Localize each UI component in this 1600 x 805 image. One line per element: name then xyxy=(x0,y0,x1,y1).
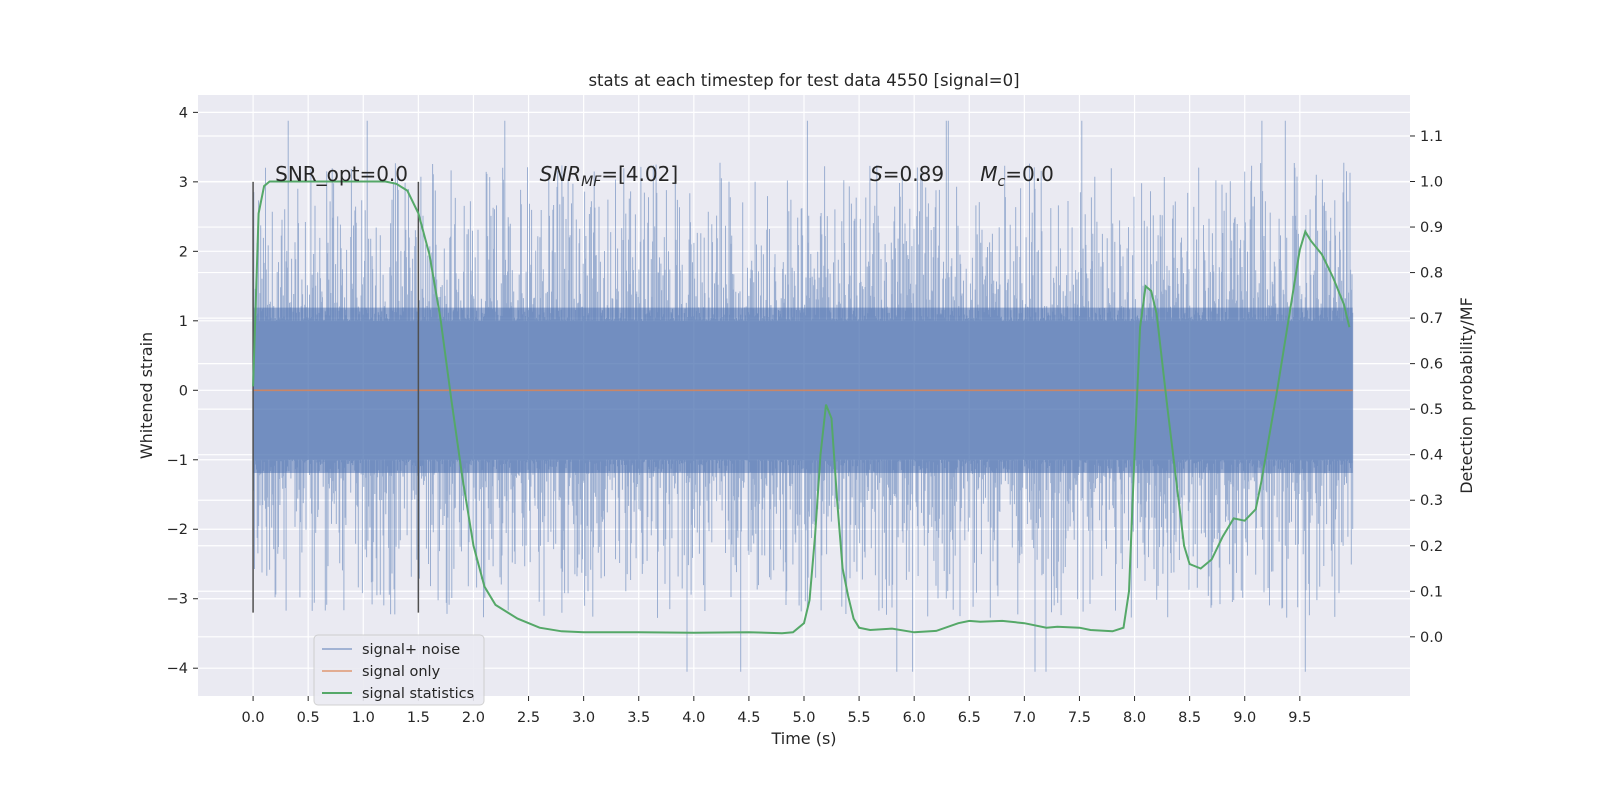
x-tick-label: 3.5 xyxy=(627,710,650,726)
annotations-layer: SNR_opt=0.0 SNRMF=[4.02] S=0.89 Mc=0.0 xyxy=(275,162,1054,190)
chart-title: stats at each timestep for test data 455… xyxy=(588,71,1019,90)
y2-tick-label: 0.6 xyxy=(1420,357,1443,373)
legend-label: signal statistics xyxy=(362,686,474,702)
legend-label: signal+ noise xyxy=(362,642,460,658)
x-tick-label: 0.0 xyxy=(242,710,265,726)
y2-tick-label: 0.8 xyxy=(1420,266,1443,282)
y-tick-label: −2 xyxy=(167,522,188,538)
annotation-value: =0.89 xyxy=(883,162,944,186)
legend-box xyxy=(313,634,485,706)
x-tick-label: 0.5 xyxy=(297,710,320,726)
y-tick-label: −4 xyxy=(167,661,188,677)
x-tick-label: 9.0 xyxy=(1233,710,1256,726)
y-tick-label: 3 xyxy=(179,175,188,191)
x-tick-label: 3.0 xyxy=(572,710,595,726)
x-tick-label: 9.5 xyxy=(1288,710,1311,726)
legend-label: signal only xyxy=(362,664,441,680)
y-tick-label: −3 xyxy=(167,592,188,608)
x-axis-label: Time (s) xyxy=(770,729,836,748)
x-tick-label: 1.0 xyxy=(352,710,375,726)
x-tick-label: 2.0 xyxy=(462,710,485,726)
legend: signal+ noise signal only signal statistic… xyxy=(313,634,485,706)
annotation-subscript: c xyxy=(998,174,1006,190)
x-tick-label: 5.0 xyxy=(792,710,815,726)
annotation-symbol: S xyxy=(870,162,883,186)
x-tick-label: 7.0 xyxy=(1013,710,1036,726)
annotation-subscript: MF xyxy=(581,174,602,190)
y-tick-label: −1 xyxy=(167,453,188,469)
x-tick-label: 4.5 xyxy=(737,710,760,726)
signal-statistics-line xyxy=(252,180,1351,635)
x-tick-label: 6.5 xyxy=(958,710,981,726)
x-tick-label: 5.5 xyxy=(848,710,871,726)
y2-tick-label: 0.2 xyxy=(1420,539,1443,555)
y2-tick-label: 0.3 xyxy=(1420,493,1443,509)
annotation-symbol: SNR xyxy=(540,162,582,186)
annotation-symbol: M xyxy=(980,162,997,186)
x-tick-label: 7.5 xyxy=(1068,710,1091,726)
y2-tick-label: 0.9 xyxy=(1420,220,1443,236)
annotation-text: SNRMF=[4.02] xyxy=(540,162,679,190)
annotation-text: SNR_opt=0.0 xyxy=(275,162,408,186)
y2-tick-label: 1.1 xyxy=(1420,129,1443,145)
y-tick-label: 0 xyxy=(179,383,188,399)
y-tick-label: 4 xyxy=(179,105,188,121)
y2-tick-label: 0.4 xyxy=(1420,448,1443,464)
x-tick-label: 8.5 xyxy=(1178,710,1201,726)
y-tick-label: 1 xyxy=(179,314,188,330)
x-tick-label: 4.0 xyxy=(682,710,705,726)
x-tick-label: 8.0 xyxy=(1123,710,1146,726)
y2-tick-label: 0.7 xyxy=(1420,311,1443,327)
x-tick-label: 1.5 xyxy=(407,710,430,726)
y2-axis-label: Detection probability/MF xyxy=(1457,297,1476,494)
annotation-text: S=0.89 xyxy=(870,162,944,186)
annotation-value: =[4.02] xyxy=(601,162,678,186)
x-tick-label: 2.5 xyxy=(517,710,540,726)
annotation-text: Mc=0.0 xyxy=(980,162,1054,190)
x-tick-label: 6.0 xyxy=(903,710,926,726)
y2-tick-label: 1.0 xyxy=(1420,175,1443,191)
annotation-value: =0.0 xyxy=(1005,162,1054,186)
y2-tick-label: 0.1 xyxy=(1420,584,1443,600)
y-tick-label: 2 xyxy=(179,244,188,260)
y2-tick-label: 0.0 xyxy=(1420,630,1443,646)
y2-tick-label: 0.5 xyxy=(1420,402,1443,418)
series-layer xyxy=(252,180,1353,635)
axes-layer: 0.0 0.5 1.0 1.5 2.0 2.5 3.0 3.5 4.0 4.5 5.0 5.5 6.0 6… xyxy=(167,105,1443,726)
y-axis-label: Whitened strain xyxy=(137,332,156,459)
